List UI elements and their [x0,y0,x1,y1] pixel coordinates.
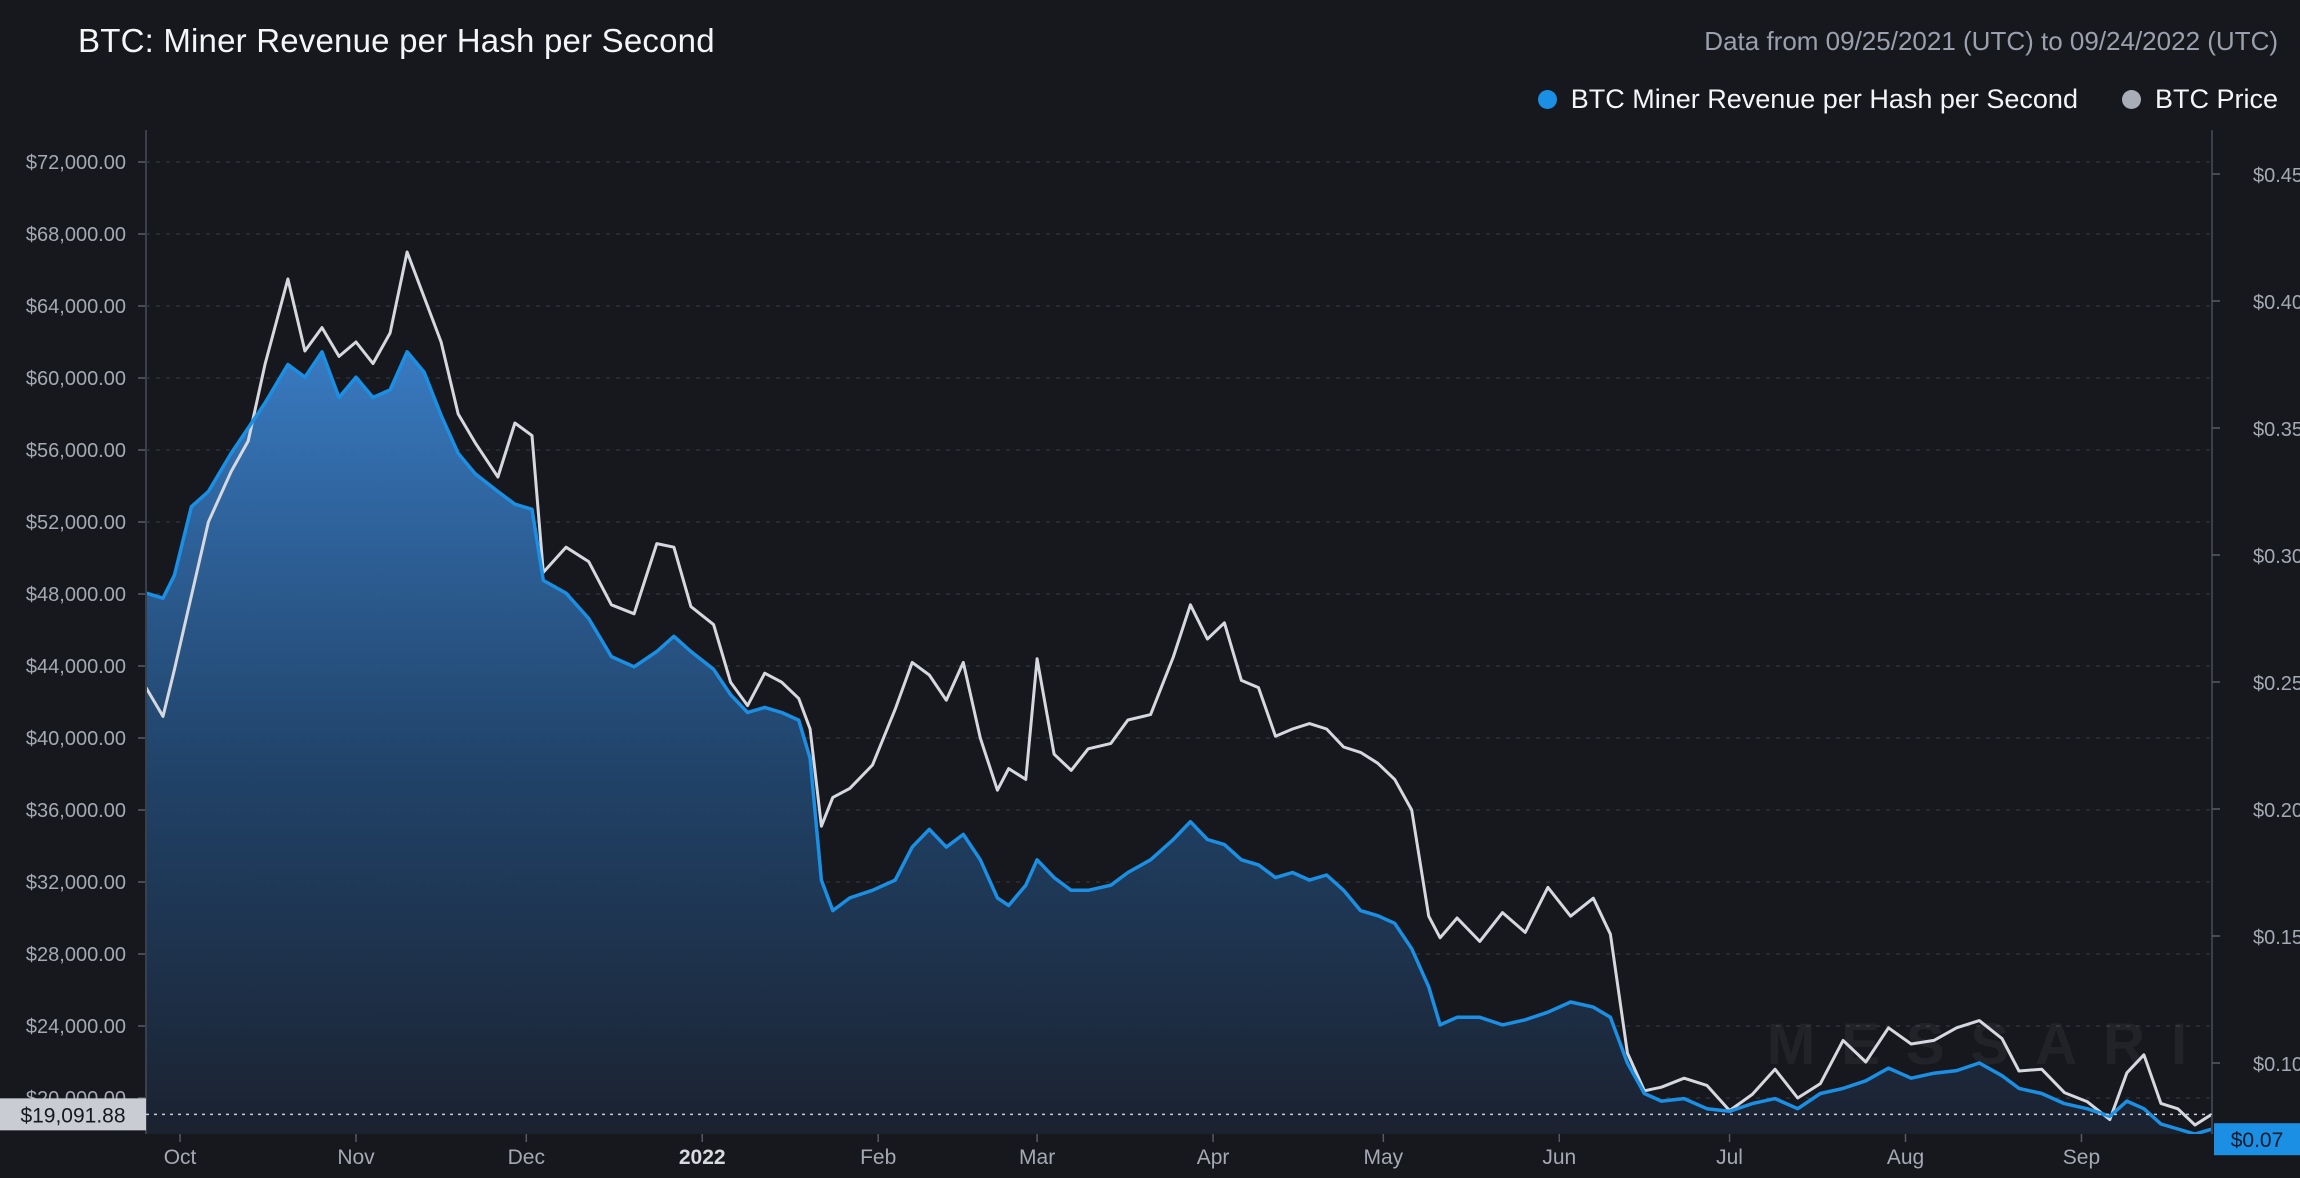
x-axis-tick: Aug [1887,1146,1924,1169]
x-axis-tick: Oct [164,1146,197,1169]
left-axis-tick: $32,000.00 [26,872,126,894]
left-axis-tick: $68,000.00 [26,224,126,246]
legend-item-revenue[interactable]: BTC Miner Revenue per Hash per Second [1537,84,2078,115]
left-axis-tick: $28,000.00 [26,944,126,966]
right-axis-tick: $0.45 [2253,165,2300,187]
right-axis-tick: $0.10 [2253,1054,2300,1076]
price-line[interactable] [146,250,2212,1127]
left-axis-tick: $52,000.00 [26,512,126,534]
right-axis-tick: $0.40 [2253,292,2300,314]
legend: BTC Miner Revenue per Hash per Second BT… [1537,84,2278,115]
right-axis-tick: $0.30 [2253,546,2300,568]
right-axis-tick: $0.20 [2253,800,2300,822]
left-axis-tick: $56,000.00 [26,440,126,462]
date-range-label: Data from 09/25/2021 (UTC) to 09/24/2022… [1704,26,2278,56]
chart-title: BTC: Miner Revenue per Hash per Second [78,22,715,59]
right-axis-tick: $0.25 [2253,673,2300,695]
legend-label-price: BTC Price [2154,84,2278,114]
revenue-area [146,351,2212,1134]
x-axis-tick: Mar [1019,1146,1055,1169]
revenue-line[interactable] [146,350,2212,1134]
left-axis-tick: $40,000.00 [26,728,126,750]
x-axis-tick: May [1363,1146,1403,1169]
current-price-badge [0,1098,146,1131]
x-axis-tick: Jun [1542,1146,1576,1169]
series-layer [146,250,2212,1134]
x-axis-tick: Jul [1716,1146,1743,1169]
right-axis-tick: $0.15 [2253,927,2300,949]
current-revenue-label: $0.07 [2231,1129,2284,1152]
x-axis-tick: Feb [860,1146,896,1169]
x-axis-tick: Nov [337,1146,375,1169]
x-axis-tick: Apr [1197,1146,1230,1169]
legend-dot-revenue [1537,90,1557,109]
left-axis-tick: $48,000.00 [26,584,126,606]
legend-item-price[interactable]: BTC Price [2121,84,2278,115]
right-axis-tick: $0.35 [2253,419,2300,441]
left-axis-tick: $24,000.00 [26,1016,126,1038]
legend-dot-price [2121,90,2141,109]
left-axis-tick: $72,000.00 [26,152,126,174]
current-revenue-badge [2214,1123,2300,1156]
left-axis-tick: $64,000.00 [26,296,126,318]
x-axis-tick: Dec [508,1146,545,1169]
legend-label-revenue: BTC Miner Revenue per Hash per Second [1570,84,2078,114]
axes: $72,000.00 $68,000.00 $64,000.00 $60,000.00… [0,130,2300,1169]
current-price-label: $19,091.88 [20,1104,125,1127]
left-axis-tick: $44,000.00 [26,656,126,678]
left-axis-tick: $36,000.00 [26,800,126,822]
x-axis-tick: 2022 [679,1146,726,1169]
x-axis-tick: Sep [2063,1146,2100,1169]
left-axis-tick: $60,000.00 [26,368,126,390]
